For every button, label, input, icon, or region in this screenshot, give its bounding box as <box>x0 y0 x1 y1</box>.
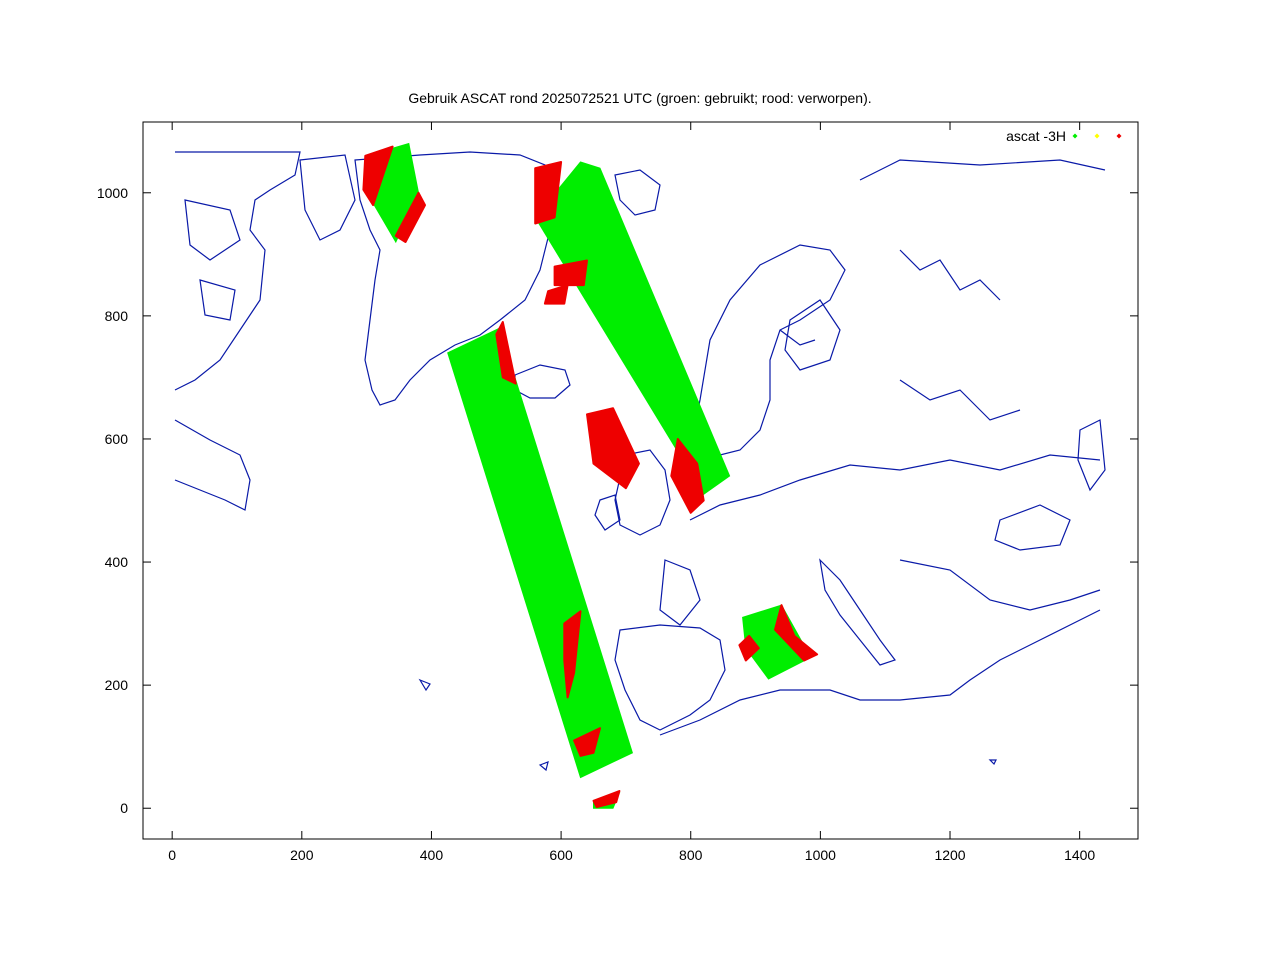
coastline-map <box>174 151 1106 772</box>
legend-label: ascat -3H <box>1006 128 1066 144</box>
rejected-region-5 <box>534 161 563 225</box>
y-tick-label: 1000 <box>97 185 128 201</box>
x-tick-label: 800 <box>679 847 703 863</box>
used-observations-layer <box>362 142 812 809</box>
legend-swatch-2 <box>1116 133 1122 139</box>
rejected-region-4 <box>573 727 601 757</box>
x-tick-label: 0 <box>168 847 176 863</box>
legend: ascat -3H <box>1006 128 1122 144</box>
rejected-region-8 <box>586 407 640 490</box>
y-tick-label: 600 <box>105 431 129 447</box>
x-tick-label: 400 <box>420 847 444 863</box>
rejected-region-12 <box>592 790 621 808</box>
rejected-observations-layer <box>362 145 819 808</box>
x-tick-label: 200 <box>290 847 314 863</box>
rejected-region-7 <box>543 284 569 305</box>
used-swath-1 <box>447 327 634 779</box>
plot-frame <box>142 121 1139 840</box>
y-tick-label: 800 <box>105 308 129 324</box>
x-tick-label: 600 <box>549 847 573 863</box>
rejected-region-0 <box>362 145 394 207</box>
legend-swatch-0 <box>1072 133 1078 139</box>
rejected-region-2 <box>495 321 517 385</box>
x-tick-label: 1000 <box>805 847 836 863</box>
rejected-region-11 <box>774 604 819 662</box>
rejected-region-10 <box>738 634 760 662</box>
rejected-region-1 <box>394 191 426 243</box>
y-tick-label: 400 <box>105 554 129 570</box>
rejected-region-6 <box>553 259 588 287</box>
x-tick-label: 1400 <box>1064 847 1095 863</box>
rejected-region-3 <box>563 610 582 699</box>
y-tick-label: 0 <box>120 800 128 816</box>
y-tick-label: 200 <box>105 677 129 693</box>
chart-title: Gebruik ASCAT rond 2025072521 UTC (groen… <box>408 90 871 106</box>
x-tick-label: 1200 <box>934 847 965 863</box>
rejected-region-9 <box>670 438 705 514</box>
legend-swatch-1 <box>1094 133 1100 139</box>
legend-swatches <box>1072 133 1122 139</box>
axes: 0 200 400 600 800 1000 1200 1400 0 200 400 600 800 10… <box>97 122 1138 863</box>
